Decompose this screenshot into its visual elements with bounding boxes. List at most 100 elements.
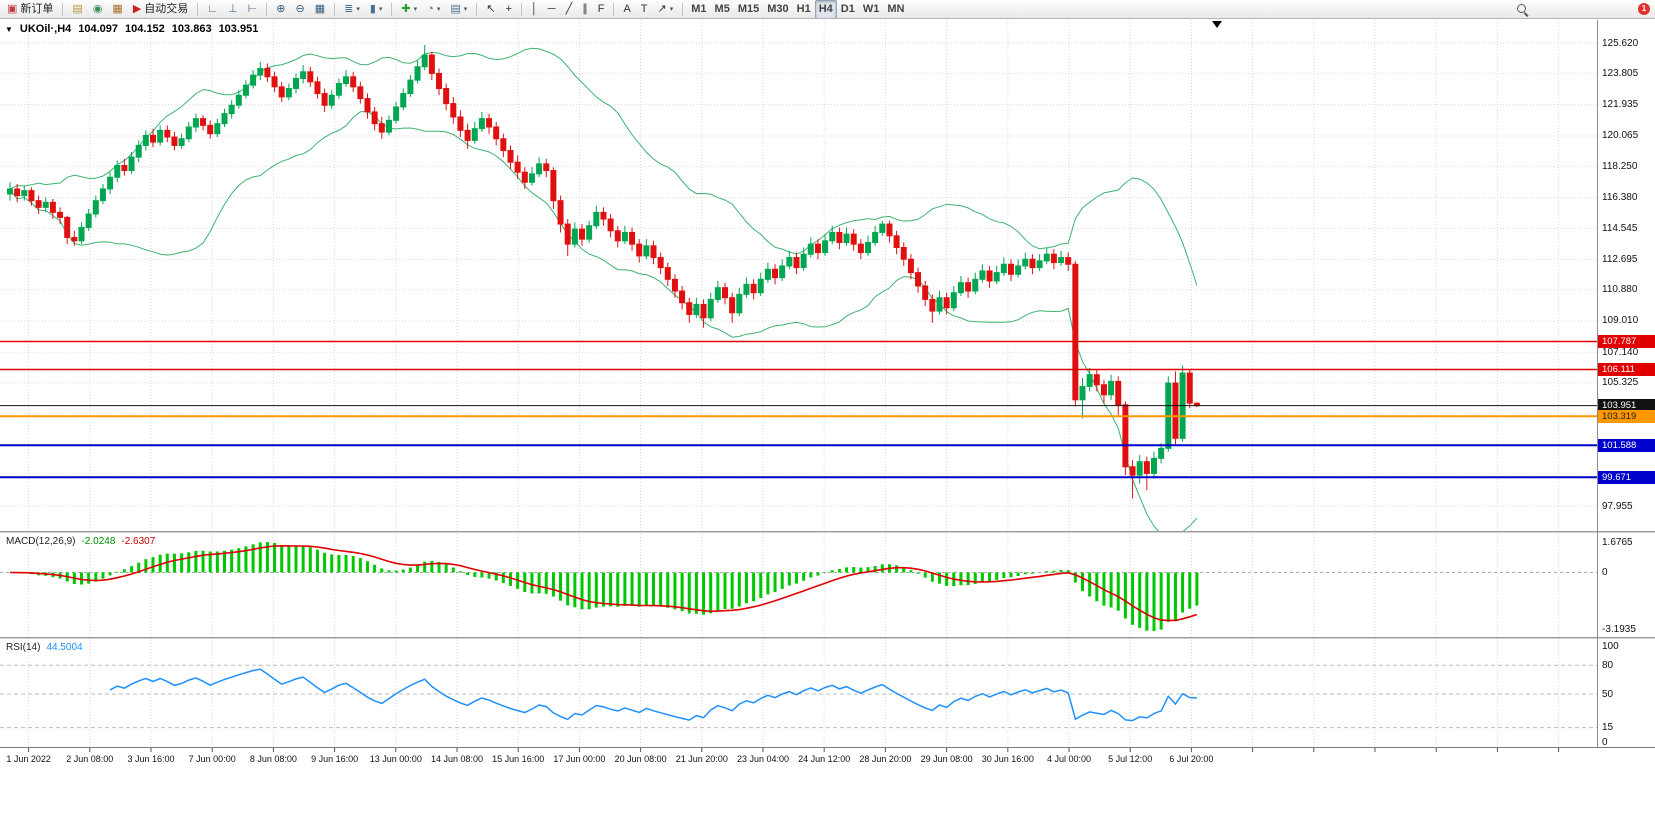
- market-watch-button[interactable]: ▦: [107, 0, 127, 18]
- timeframe-m30[interactable]: M30: [763, 0, 792, 18]
- text-button[interactable]: A: [618, 0, 635, 18]
- periods-button[interactable]: ◔ ▾: [422, 0, 445, 18]
- macd-name-label: MACD(12,26,9): [6, 536, 76, 547]
- timeframe-mn[interactable]: MN: [883, 0, 908, 18]
- close-value: 103.951: [218, 23, 259, 35]
- price-axis-label: 114.545: [1602, 222, 1638, 234]
- crosshair-button[interactable]: +: [500, 0, 516, 18]
- chart-shift-button[interactable]: ⊥: [223, 0, 243, 18]
- macd-axis[interactable]: 1.6765 0 -3.1935: [1598, 534, 1655, 637]
- timeframe-m1[interactable]: M1: [687, 0, 710, 18]
- timeframe-h4[interactable]: H4: [814, 0, 837, 18]
- price-axis-label: 121.935: [1602, 99, 1639, 111]
- chart-shift-marker-icon[interactable]: [1212, 21, 1222, 28]
- notification-badge[interactable]: 1: [1638, 3, 1650, 15]
- bar-chart-icon: ≣: [344, 2, 354, 15]
- rsi-pane[interactable]: RSI(14) 44.5004 100 80 50 15 0: [0, 640, 1655, 748]
- price-axis-label: 123.805: [1602, 67, 1639, 79]
- timeframe-h1[interactable]: H1: [793, 0, 815, 18]
- time-axis-label: 29 Jun 08:00: [920, 754, 973, 764]
- toolbar-separator: [520, 2, 522, 16]
- rsi-name-label: RSI(14): [6, 642, 41, 653]
- time-axis-label: 6 Jul 20:00: [1169, 754, 1214, 764]
- cursor-button[interactable]: ↖: [481, 0, 500, 18]
- pane-divider[interactable]: [0, 637, 1655, 640]
- symbol-period-label: UKOil·,H4: [19, 23, 72, 35]
- rsi-axis-label: 80: [1602, 659, 1614, 671]
- trendline-icon: ╱: [565, 2, 573, 15]
- autotrading-button[interactable]: ▶ 自动交易: [128, 0, 193, 18]
- label-button[interactable]: T: [636, 0, 653, 18]
- timeframe-m15[interactable]: M15: [734, 0, 763, 18]
- arrows-button[interactable]: ↗ ▾: [653, 0, 679, 18]
- rsi-label-row: RSI(14) 44.5004: [6, 642, 83, 653]
- indicators-button[interactable]: ✚ ▾: [396, 0, 422, 18]
- chart-bars-button[interactable]: ≣ ▾: [339, 0, 365, 18]
- time-axis-label: 23 Jun 04:00: [736, 754, 790, 764]
- channel-button[interactable]: ∥: [577, 0, 593, 18]
- timeframe-w1[interactable]: W1: [859, 0, 884, 18]
- timeframe-m5[interactable]: M5: [711, 0, 734, 18]
- toolbar-separator: [266, 2, 268, 16]
- time-axis-label: 21 Jun 20:00: [675, 754, 728, 764]
- rsi-axis-label: 100: [1602, 640, 1619, 652]
- price-badge: 101.588: [1598, 438, 1655, 452]
- time-axis-label: 13 Jun 00:00: [369, 754, 422, 764]
- macd-chart-canvas[interactable]: [0, 534, 1597, 637]
- bottom-strip: [0, 769, 1655, 814]
- auto-scroll-button[interactable]: ∟: [202, 0, 223, 18]
- price-axis[interactable]: 125.620 123.805 121.935 120.065 118.250 116.3…: [1598, 20, 1655, 531]
- toolbar-separator: [682, 2, 684, 16]
- templates-button[interactable]: ▤ ▾: [445, 0, 472, 18]
- pane-divider[interactable]: [0, 531, 1655, 534]
- chart-candles-button[interactable]: ▮ ▾: [365, 0, 388, 18]
- rsi-axis-label: 50: [1602, 688, 1614, 700]
- rsi-axis[interactable]: 100 80 50 15 0: [1598, 640, 1655, 748]
- indicators-plus-icon: ✚: [401, 2, 411, 15]
- timeframe-m1-label: M1: [691, 2, 707, 15]
- rsi-value: 44.5004: [46, 642, 83, 653]
- vertical-line-button[interactable]: │: [526, 0, 543, 18]
- fibonacci-icon: F: [597, 2, 605, 15]
- chevron-down-icon[interactable]: ▼: [5, 24, 13, 34]
- new-chart-button[interactable]: ▤: [67, 0, 87, 18]
- dropdown-caret-icon: ▾: [378, 6, 383, 13]
- macd-pane[interactable]: MACD(12,26,9) -2.0248 -2.6307 1.6765 0 -3.…: [0, 534, 1655, 637]
- zoom-out-button[interactable]: ⊖: [290, 0, 309, 18]
- tile-windows-button[interactable]: ▦: [310, 0, 330, 18]
- rsi-line: [109, 668, 1197, 722]
- time-axis-label: 20 Jun 08:00: [614, 754, 667, 764]
- bollinger-lower-line: [9, 110, 1198, 531]
- chart-rescale-icon: ⊢: [247, 2, 258, 15]
- toolbar-separator: [334, 2, 336, 16]
- zoom-in-button[interactable]: ⊕: [271, 0, 290, 18]
- horizontal-line-button[interactable]: ─: [543, 0, 561, 18]
- new-order-button[interactable]: ▣ 新订单: [2, 0, 58, 18]
- candles: [7, 45, 1200, 499]
- trendline-button[interactable]: ╱: [561, 0, 578, 18]
- profiles-button[interactable]: ◉: [88, 0, 108, 18]
- time-axis-label: 2 Jun 08:00: [66, 754, 114, 764]
- rsi-axis-label: 0: [1602, 736, 1608, 748]
- search-icon[interactable]: [1516, 3, 1530, 17]
- rsi-chart-canvas[interactable]: [0, 640, 1597, 747]
- vertical-line-icon: │: [530, 2, 538, 15]
- price-axis-label: 97.955: [1602, 500, 1633, 512]
- timeframe-d1[interactable]: D1: [837, 0, 859, 18]
- label-icon: T: [640, 2, 648, 15]
- time-axis-label: 3 Jun 16:00: [127, 754, 175, 764]
- fibonacci-button[interactable]: F: [593, 0, 610, 18]
- time-axis-label: 24 Jun 12:00: [798, 754, 851, 764]
- zoom-out-icon: ⊖: [295, 2, 305, 15]
- open-value: 104.097: [78, 23, 119, 35]
- toolbar-separator: [62, 2, 64, 16]
- dropdown-caret-icon: ▾: [669, 6, 674, 13]
- time-axis[interactable]: 1 Jun 2022 2 Jun 08:00 3 Jun 16:00 7 Jun 00…: [0, 747, 1655, 769]
- dropdown-caret-icon: ▾: [436, 6, 441, 13]
- price-pane[interactable]: ▼ UKOil·,H4 104.097 104.152 103.863 103.…: [0, 20, 1655, 531]
- chart-rescale-button[interactable]: ⊢: [243, 0, 263, 18]
- price-badge: 106.111: [1598, 363, 1655, 376]
- price-chart-canvas[interactable]: [0, 20, 1597, 531]
- macd-signal-line: [9, 544, 1198, 622]
